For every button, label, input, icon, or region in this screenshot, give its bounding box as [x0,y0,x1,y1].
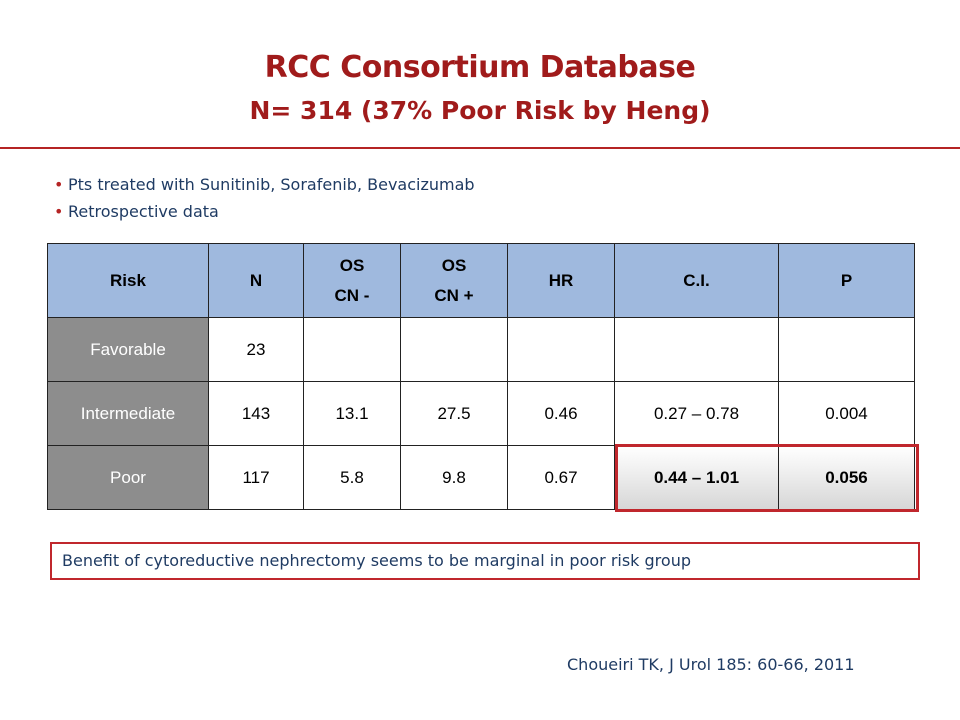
cell-risk: Favorable [47,317,209,382]
cell-risk: Poor [47,445,209,510]
bullet-list: • Pts treated with Sunitinib, Sorafenib, … [54,174,475,228]
cell-ci [614,317,779,382]
bullet-dot-icon: • [54,175,64,194]
cell-ci-highlighted: 0.44 – 1.01 [614,445,779,510]
cell-p: 0.004 [778,381,915,446]
cell-risk: Intermediate [47,381,209,446]
cell-hr: 0.46 [507,381,615,446]
header-hr: HR [507,243,615,318]
bullet-item: • Pts treated with Sunitinib, Sorafenib, … [54,175,475,194]
header-os-cn-minus: OS CN - [303,243,401,318]
table-header-row: Risk N OS CN - OS CN + HR C.I. P [47,243,915,318]
slide-subtitle: N= 314 (37% Poor Risk by Heng) [249,96,711,125]
conclusion-note: Benefit of cytoreductive nephrectomy see… [50,542,920,580]
table-row: Favorable 23 [47,317,915,382]
cell-os-cn-minus: 13.1 [303,381,401,446]
cell-n: 143 [208,381,304,446]
cell-hr: 0.67 [507,445,615,510]
cell-os-cn-minus: 5.8 [303,445,401,510]
table-row: Poor 117 5.8 9.8 0.67 0.44 – 1.01 0.056 [47,445,915,510]
cell-os-cn-minus [303,317,401,382]
cell-p [778,317,915,382]
header-ci: C.I. [614,243,779,318]
cell-os-cn-plus: 9.8 [400,445,508,510]
cell-ci: 0.27 – 0.78 [614,381,779,446]
header-n: N [208,243,304,318]
header-risk: Risk [47,243,209,318]
citation: Choueiri TK, J Urol 185: 60-66, 2011 [567,655,855,674]
cell-n: 23 [208,317,304,382]
header-os-cn-plus: OS CN + [400,243,508,318]
bullet-item: • Retrospective data [54,202,219,221]
header-p: P [778,243,915,318]
cell-os-cn-plus [400,317,508,382]
table-row: Intermediate 143 13.1 27.5 0.46 0.27 – 0… [47,381,915,446]
cell-hr [507,317,615,382]
title-divider [0,147,960,149]
cell-os-cn-plus: 27.5 [400,381,508,446]
slide-title: RCC Consortium Database [264,50,696,85]
cell-n: 117 [208,445,304,510]
bullet-dot-icon: • [54,202,64,221]
results-table: Risk N OS CN - OS CN + HR C.I. P Favorable… [47,243,915,510]
cell-p-highlighted: 0.056 [778,445,915,510]
